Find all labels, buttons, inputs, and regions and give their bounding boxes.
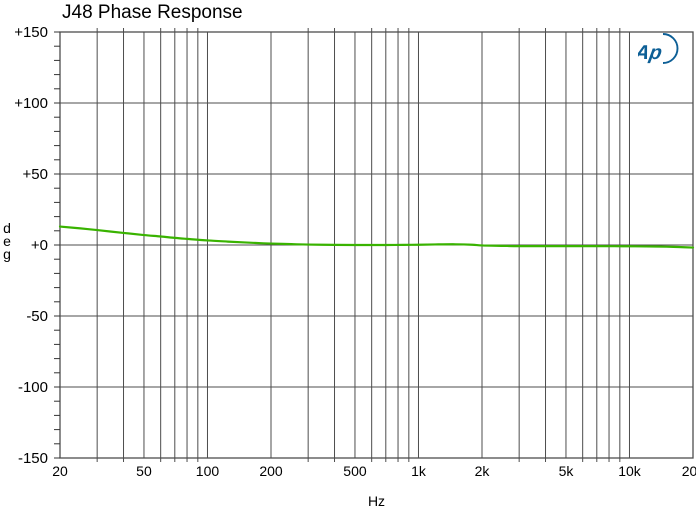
svg-text:20k: 20k: [682, 463, 696, 479]
svg-text:2k: 2k: [475, 463, 491, 479]
svg-text:200: 200: [259, 463, 283, 479]
svg-text:100: 100: [196, 463, 220, 479]
svg-text:20: 20: [52, 463, 68, 479]
svg-text:50: 50: [136, 463, 152, 479]
svg-text:1k: 1k: [411, 463, 427, 479]
svg-text:+0: +0: [31, 237, 48, 254]
svg-text:500: 500: [343, 463, 367, 479]
svg-text:10k: 10k: [618, 463, 642, 479]
svg-text:+100: +100: [14, 95, 48, 112]
svg-text:Ap: Ap: [638, 42, 664, 64]
svg-text:+50: +50: [23, 166, 48, 183]
svg-text:-150: -150: [18, 450, 48, 467]
svg-text:+150: +150: [14, 24, 48, 41]
svg-text:-50: -50: [26, 308, 48, 325]
svg-text:5k: 5k: [559, 463, 575, 479]
svg-text:-100: -100: [18, 379, 48, 396]
